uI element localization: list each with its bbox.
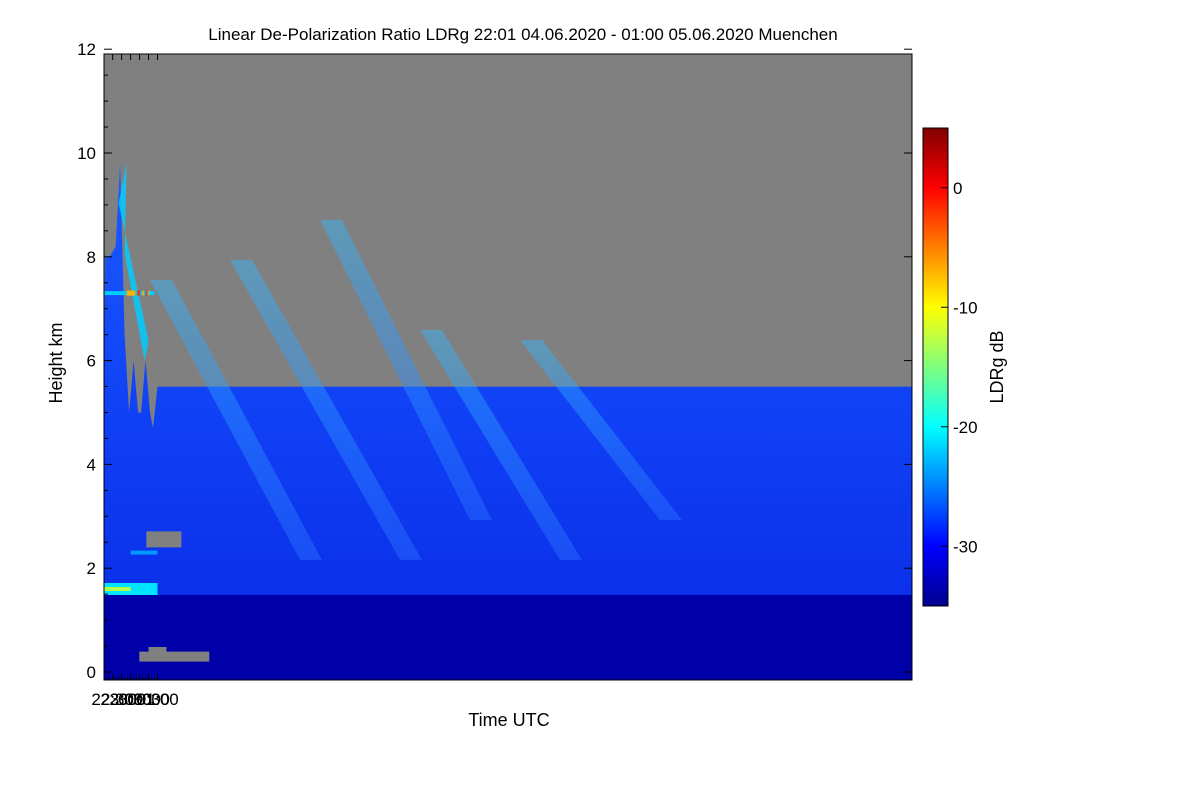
y-tick-label: 8	[87, 248, 96, 267]
fallstreak-band	[150, 280, 322, 560]
thin-layer-peak-segment	[148, 290, 150, 296]
y-tick-label: 10	[77, 144, 96, 163]
thin-layer-peak-segment	[145, 290, 148, 296]
x-axis-label: Time UTC	[468, 710, 549, 730]
y-tick-label: 12	[77, 40, 96, 59]
cirrus-fallstreak	[118, 163, 149, 361]
plot-area	[104, 54, 912, 680]
fallstreak-band	[420, 330, 582, 560]
fallstreak-band	[230, 260, 422, 560]
ground-echo	[146, 531, 182, 548]
ground-echoes	[139, 531, 210, 662]
colorbar-scale	[922, 127, 949, 607]
x-tick-label: 00:00	[118, 690, 161, 709]
colorbar-tick-label: -30	[953, 537, 978, 556]
thin-layer-peak-segment	[126, 290, 136, 296]
chart-title: Linear De-Polarization Ratio LDRg 22:01 …	[208, 25, 837, 44]
x-tick-label: 00:30	[127, 690, 170, 709]
thin-layer-peak-segment	[142, 290, 144, 296]
colorbar-ticks: 0 -10 -20 -30	[941, 179, 978, 556]
y-tick-label: 2	[87, 559, 96, 578]
y-axis: 0 2 4 6 8 10 12	[77, 40, 912, 682]
y-axis-label: Height km	[46, 322, 66, 403]
y-tick-label: 4	[87, 455, 96, 474]
colorbar-label: LDRg dB	[987, 330, 1007, 403]
y-tick-label: 0	[87, 663, 96, 682]
boundary-layer-core	[104, 587, 131, 591]
fallstreak-band	[520, 340, 682, 520]
colorbar-tick-label: 0	[953, 179, 962, 198]
colorbar: 0 -10 -20 -30 LDRg dB	[922, 127, 1007, 607]
ground-echo	[148, 647, 167, 659]
feature-layers	[104, 290, 158, 595]
ground-echo	[139, 651, 210, 662]
x-tick-label: 23:30	[109, 690, 152, 709]
x-tick-label: 01:00	[136, 690, 179, 709]
x-tick-label: 22:30	[91, 690, 134, 709]
low-layer	[130, 550, 158, 555]
fallstreak-band	[320, 220, 492, 520]
plot-frame	[103, 53, 913, 681]
y-tick-label: 6	[87, 352, 96, 371]
near-ground-band	[104, 594, 912, 680]
thin-layer-peak-segment	[137, 290, 141, 296]
colorbar-tick-label: -10	[953, 298, 978, 317]
colorbar-tick-label: -20	[953, 418, 978, 437]
x-tick-label: 23:00	[100, 690, 143, 709]
fallstreaks	[118, 163, 682, 560]
